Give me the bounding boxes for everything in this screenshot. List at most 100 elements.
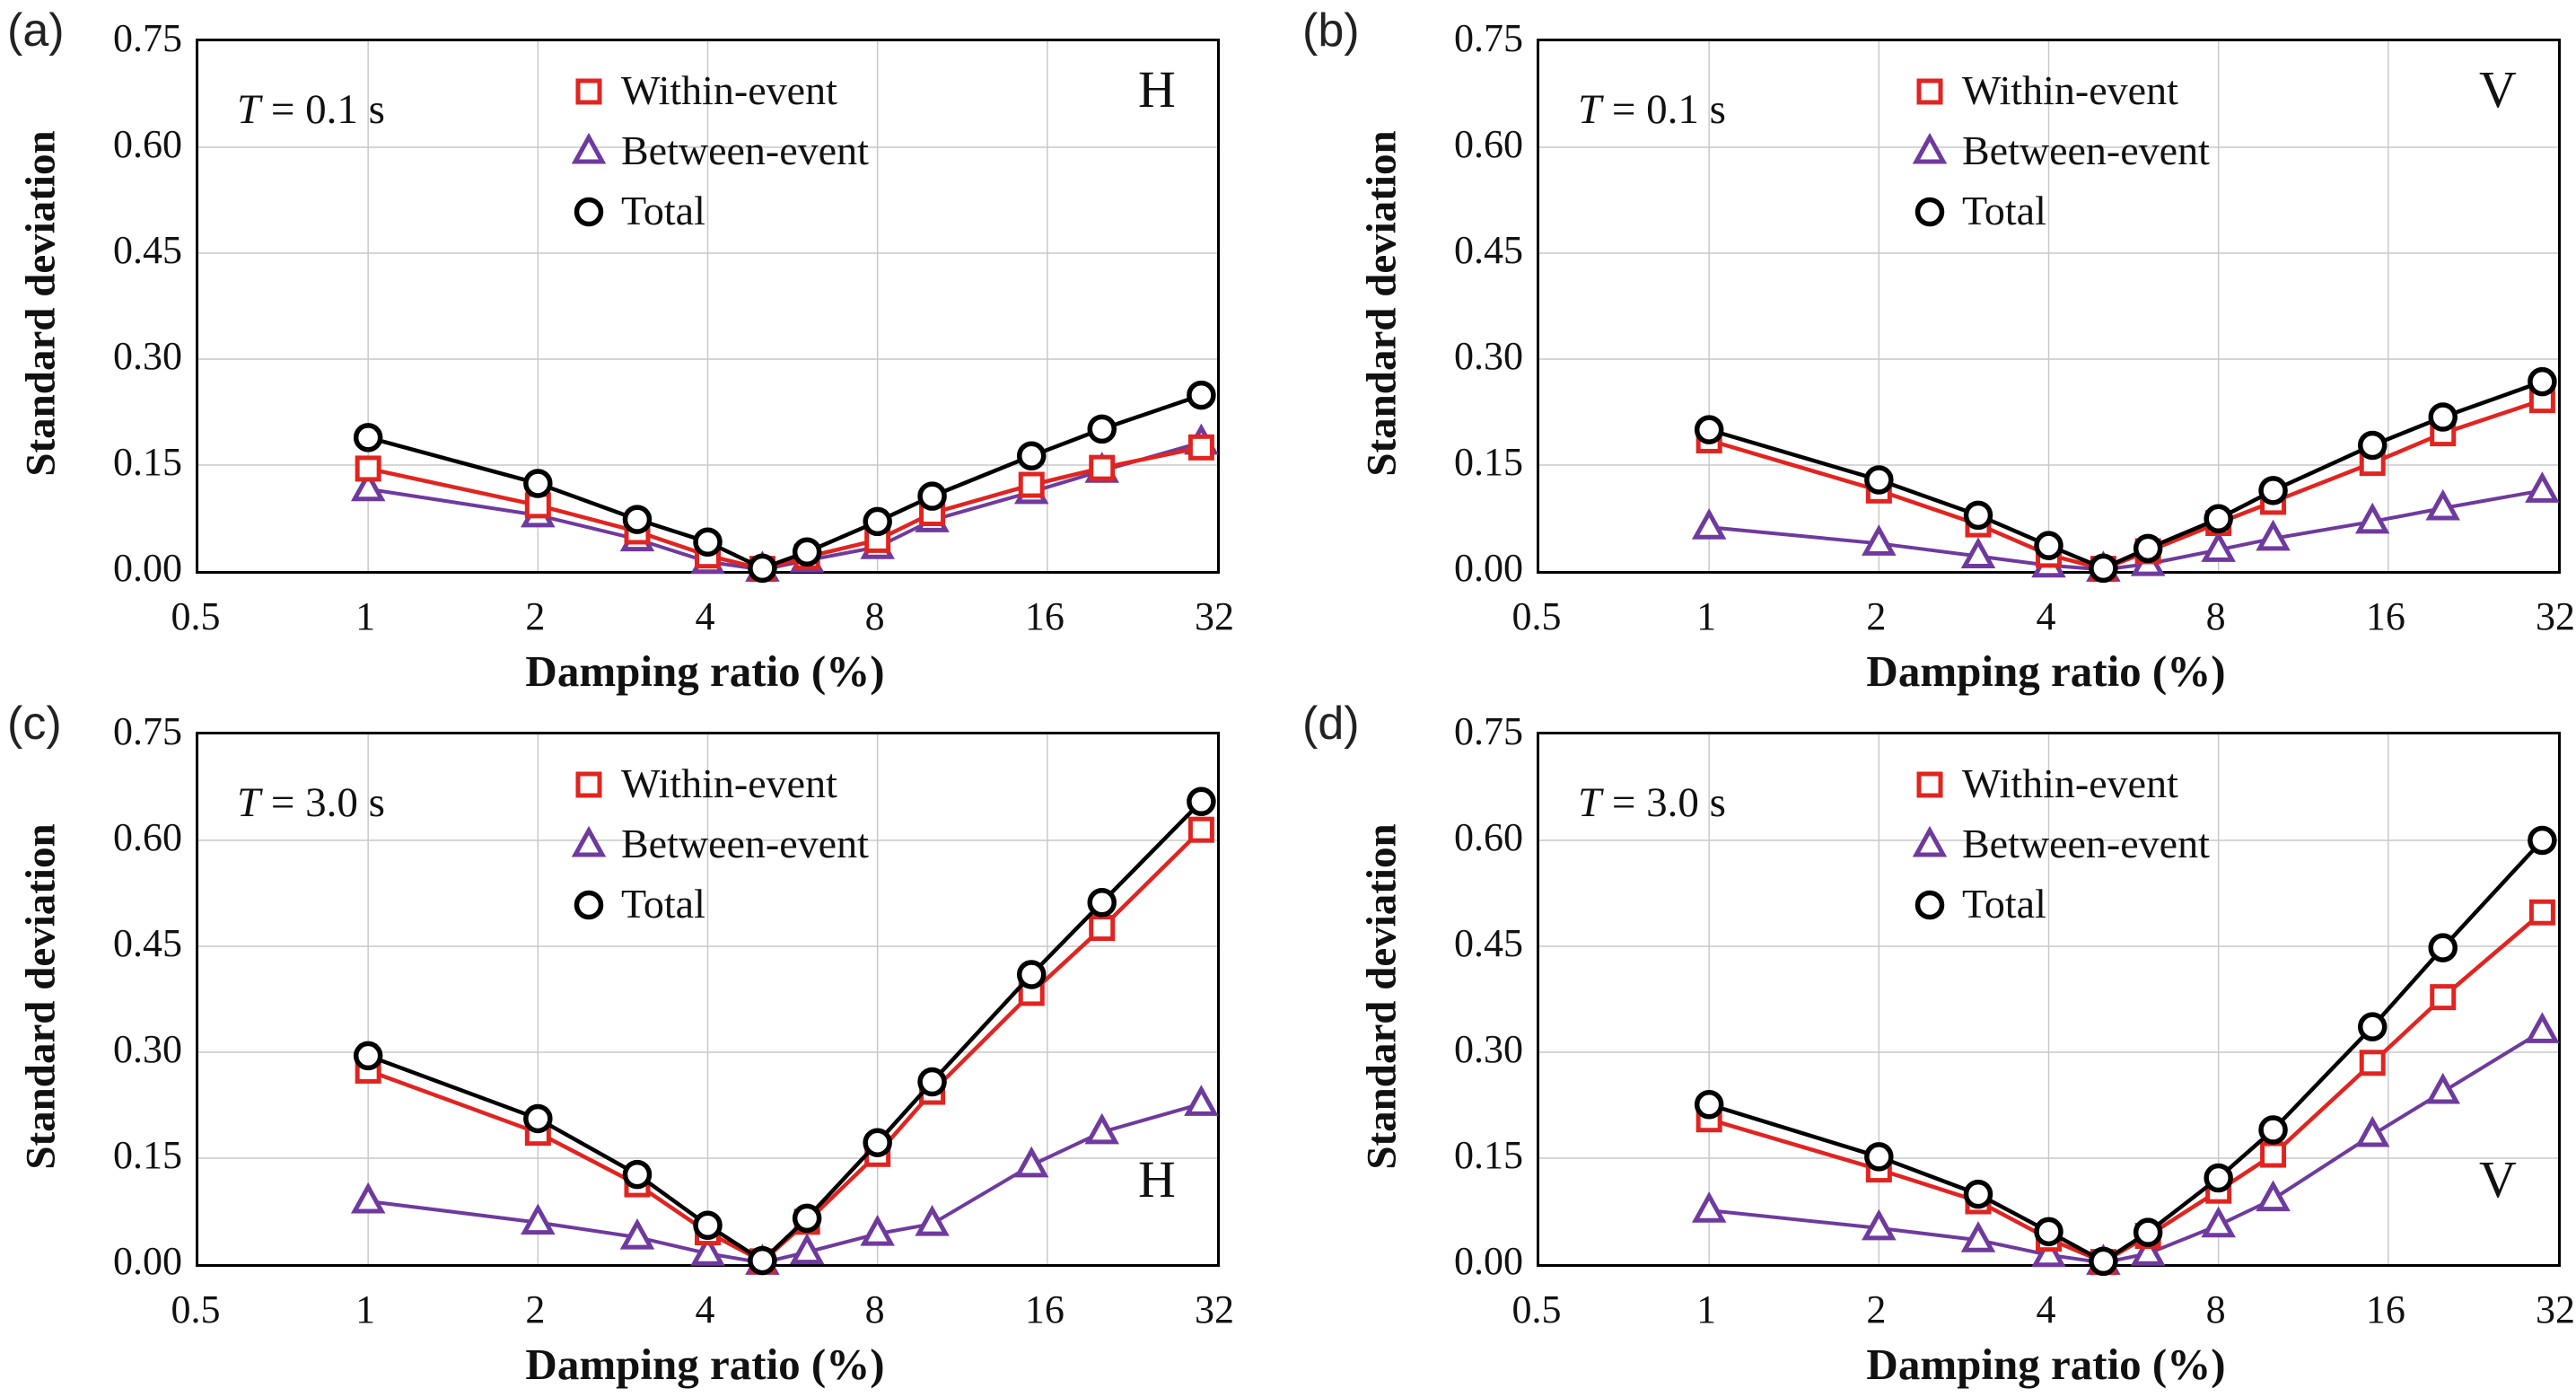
circle-marker-icon bbox=[2133, 1217, 2163, 1247]
panel-letter: (d) bbox=[1302, 698, 1360, 750]
triangle-marker-icon bbox=[690, 1234, 725, 1266]
circle-marker-icon bbox=[2528, 366, 2557, 397]
triangle-marker-icon bbox=[2031, 1235, 2066, 1268]
y-tick-label: 0.30 bbox=[1454, 1027, 1523, 1071]
legend-label: Between-event bbox=[621, 820, 869, 866]
period-annotation: T = 3.0 s bbox=[237, 782, 385, 824]
x-tick-label: 8 bbox=[864, 594, 885, 638]
panel-letter: (b) bbox=[1302, 4, 1360, 57]
legend-label: Within-event bbox=[621, 760, 837, 806]
circle-marker-icon bbox=[2204, 1163, 2233, 1193]
legend-marker-circle-icon bbox=[574, 890, 604, 919]
circle-marker-icon bbox=[917, 1067, 947, 1097]
y-tick-label: 0.30 bbox=[113, 334, 182, 378]
circle-marker-icon bbox=[792, 1203, 822, 1234]
triangle-marker-icon bbox=[1960, 537, 1996, 568]
x-axis-title: Damping ratio (%) bbox=[1866, 1340, 2226, 1389]
triangle-marker-icon bbox=[2525, 471, 2560, 503]
period-symbol: T bbox=[1578, 86, 1602, 133]
triangle-marker-icon bbox=[860, 1215, 895, 1246]
triangle-marker-icon bbox=[350, 470, 386, 502]
y-tick-label: 0.60 bbox=[113, 122, 182, 166]
circle-marker-icon bbox=[2357, 430, 2388, 461]
circle-marker-icon bbox=[1963, 500, 1993, 531]
circle-marker-icon bbox=[2258, 476, 2288, 505]
y-tick-label: 0.15 bbox=[1454, 1133, 1523, 1177]
legend-label: Within-event bbox=[1962, 760, 2178, 806]
x-tick-label: 8 bbox=[2205, 1287, 2226, 1331]
period-value: = 3.0 s bbox=[1601, 779, 1726, 826]
triangle-marker-icon bbox=[789, 1233, 825, 1265]
x-tick-label: 32 bbox=[1195, 594, 1234, 638]
legend-marker-square-icon bbox=[575, 78, 602, 104]
square-marker-icon bbox=[2528, 899, 2555, 926]
legend-label: Between-event bbox=[1962, 127, 2210, 173]
component-label: H bbox=[1138, 1150, 1176, 1208]
triangle-marker-icon bbox=[350, 1182, 386, 1214]
period-annotation: T = 0.1 s bbox=[237, 89, 385, 131]
y-tick-label: 0.00 bbox=[113, 1239, 182, 1283]
period-symbol: T bbox=[1578, 779, 1602, 826]
legend-marker-square-icon bbox=[575, 771, 602, 797]
legend-item: Between-event bbox=[1912, 120, 2210, 180]
legend-item: Between-event bbox=[571, 120, 869, 180]
legend-marker-square-icon bbox=[1916, 771, 1943, 797]
circle-marker-icon bbox=[1087, 887, 1117, 918]
triangle-marker-icon bbox=[1862, 1208, 1897, 1241]
square-marker-icon bbox=[1018, 471, 1045, 498]
circle-marker-icon bbox=[863, 1128, 892, 1157]
circle-marker-icon bbox=[622, 1159, 653, 1190]
circle-marker-icon bbox=[574, 197, 604, 226]
circle-marker-icon bbox=[1187, 380, 1216, 410]
series-line-between-event bbox=[1707, 1029, 2545, 1265]
legend-marker-triangle-icon bbox=[571, 825, 607, 857]
period-annotation: T = 0.1 s bbox=[1578, 89, 1726, 131]
circle-marker-icon bbox=[2258, 1115, 2288, 1145]
x-tick-label: 1 bbox=[355, 1287, 376, 1331]
circle-marker-icon bbox=[2428, 933, 2458, 962]
y-axis-title: Standard deviation bbox=[1358, 130, 1406, 477]
x-tick-label: 32 bbox=[1195, 1287, 1234, 1331]
legend-item: Within-event bbox=[571, 753, 869, 813]
circle-marker-icon bbox=[2133, 533, 2163, 564]
square-marker-icon bbox=[1187, 434, 1214, 461]
circle-marker-icon bbox=[2428, 402, 2458, 432]
y-tick-label: 0.30 bbox=[113, 1027, 182, 1071]
circle-marker-icon bbox=[863, 506, 892, 537]
circle-marker-icon bbox=[574, 890, 604, 919]
period-value: = 0.1 s bbox=[1601, 86, 1726, 133]
triangle-marker-icon bbox=[2201, 531, 2236, 562]
x-tick-label: 16 bbox=[1024, 1287, 1065, 1331]
legend-label: Total bbox=[1962, 880, 2046, 927]
legend-item: Total bbox=[1912, 180, 2210, 241]
series-line-between-event bbox=[366, 440, 1204, 572]
panel-a: (a) Standard deviation T = 0.1 s H Withi… bbox=[0, 0, 1288, 693]
period-symbol: T bbox=[237, 779, 261, 826]
legend-item: Within-event bbox=[571, 60, 869, 120]
y-tick-label: 0.60 bbox=[1454, 122, 1523, 166]
legend-item: Total bbox=[571, 180, 869, 241]
x-tick-label: 2 bbox=[525, 594, 546, 638]
square-marker-icon bbox=[575, 771, 602, 797]
triangle-marker-icon bbox=[1960, 1221, 1996, 1252]
y-tick-label: 0.00 bbox=[1454, 1239, 1523, 1283]
x-tick-label: 8 bbox=[864, 1287, 885, 1331]
plot-area bbox=[1537, 732, 2561, 1277]
circle-marker-icon bbox=[2357, 1012, 2388, 1041]
circle-marker-icon bbox=[353, 423, 383, 452]
triangle-marker-icon bbox=[1862, 524, 1897, 556]
circle-marker-icon bbox=[2034, 1217, 2063, 1247]
x-axis-title: Damping ratio (%) bbox=[525, 646, 885, 696]
legend-item: Between-event bbox=[1912, 813, 2210, 874]
triangle-marker-icon bbox=[1691, 1191, 1727, 1223]
circle-marker-icon bbox=[2528, 825, 2557, 856]
circle-marker-icon bbox=[917, 481, 947, 511]
triangle-marker-icon bbox=[571, 825, 607, 857]
legend-label: Total bbox=[621, 187, 705, 233]
period-annotation: T = 3.0 s bbox=[1578, 782, 1726, 824]
x-tick-label: 0.5 bbox=[171, 594, 221, 638]
circle-marker-icon bbox=[1694, 1089, 1724, 1120]
x-tick-label: 8 bbox=[2205, 594, 2226, 638]
x-tick-label: 2 bbox=[525, 1287, 546, 1331]
x-tick-label: 16 bbox=[1024, 594, 1065, 638]
